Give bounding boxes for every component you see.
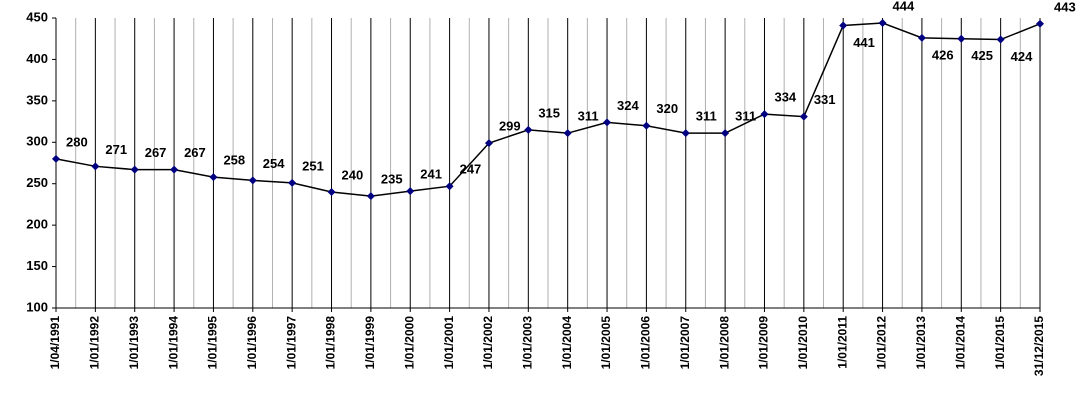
data-point xyxy=(799,112,808,121)
x-tick-label: 1/01/2006 xyxy=(639,316,653,370)
y-tick-label: 450 xyxy=(26,9,48,24)
data-label: 271 xyxy=(105,142,127,157)
data-label: 240 xyxy=(342,167,364,182)
data-point xyxy=(288,178,297,187)
data-label: 443 xyxy=(1054,0,1076,14)
data-point xyxy=(878,18,887,27)
x-tick-label: 1/01/1997 xyxy=(284,316,298,370)
data-point xyxy=(170,165,179,174)
data-label: 254 xyxy=(263,156,285,171)
data-point xyxy=(603,118,612,127)
x-tick-label: 1/01/1996 xyxy=(245,316,259,370)
y-tick-label: 100 xyxy=(26,299,48,314)
data-point xyxy=(839,21,848,30)
x-tick-label: 1/01/2003 xyxy=(520,316,534,370)
data-point xyxy=(91,162,100,171)
data-point xyxy=(130,165,139,174)
x-tick-label: 1/04/1991 xyxy=(48,316,62,370)
data-point xyxy=(721,129,730,138)
data-label: 311 xyxy=(578,109,599,124)
data-label: 320 xyxy=(656,101,678,116)
data-point xyxy=(642,121,651,130)
x-tick-label: 1/01/2009 xyxy=(757,316,771,370)
data-label: 311 xyxy=(696,109,717,124)
x-tick-label: 1/01/2004 xyxy=(560,316,574,370)
data-label: 267 xyxy=(145,145,167,160)
data-point xyxy=(524,125,533,134)
data-label: 444 xyxy=(893,0,915,13)
x-tick-label: 1/01/1994 xyxy=(166,316,180,370)
data-label: 424 xyxy=(1011,49,1033,64)
data-label: 311 xyxy=(735,109,756,124)
data-point xyxy=(681,129,690,138)
x-tick-label: 1/01/1998 xyxy=(324,316,338,370)
data-point xyxy=(917,33,926,42)
y-tick-label: 350 xyxy=(26,92,48,107)
x-tick-label: 1/01/2007 xyxy=(678,316,692,370)
y-tick-label: 400 xyxy=(26,51,48,66)
x-tick-label: 1/01/2001 xyxy=(442,316,456,370)
data-point xyxy=(209,173,218,182)
data-label: 251 xyxy=(302,158,324,173)
data-label: 267 xyxy=(184,145,206,160)
data-label: 334 xyxy=(774,90,796,105)
data-point xyxy=(760,110,769,119)
y-tick-label: 200 xyxy=(26,217,48,232)
x-tick-label: 1/01/1999 xyxy=(363,316,377,370)
data-label: 235 xyxy=(381,172,403,187)
data-point xyxy=(957,34,966,43)
x-tick-label: 1/01/2008 xyxy=(717,316,731,370)
data-label: 258 xyxy=(223,153,245,168)
data-label: 280 xyxy=(66,134,88,149)
x-tick-label: 1/01/2005 xyxy=(599,316,613,370)
x-tick-label: 1/01/2011 xyxy=(835,316,849,369)
data-label: 426 xyxy=(932,47,954,62)
data-label: 324 xyxy=(617,98,639,113)
data-point xyxy=(52,154,60,163)
x-tick-label: 1/01/1993 xyxy=(127,316,141,370)
data-label: 247 xyxy=(460,162,482,177)
x-tick-label: 1/01/2010 xyxy=(796,316,810,370)
data-point xyxy=(248,176,257,185)
data-point xyxy=(445,182,454,191)
x-tick-label: 1/01/2012 xyxy=(875,316,889,370)
data-point xyxy=(366,192,375,201)
data-point xyxy=(563,129,572,138)
data-point xyxy=(327,188,336,196)
x-tick-label: 31/12/2015 xyxy=(1032,316,1046,376)
data-point xyxy=(406,187,415,196)
y-tick-label: 150 xyxy=(26,258,48,273)
data-label: 425 xyxy=(971,48,993,63)
data-label: 299 xyxy=(499,119,521,134)
x-tick-label: 1/01/1992 xyxy=(88,316,102,370)
data-label: 441 xyxy=(853,35,875,50)
data-label: 315 xyxy=(538,105,560,120)
data-label: 331 xyxy=(814,92,836,107)
y-tick-label: 250 xyxy=(26,175,48,190)
x-tick-label: 1/01/2013 xyxy=(914,316,928,370)
data-point xyxy=(1036,19,1044,28)
x-tick-label: 1/01/2002 xyxy=(481,316,495,370)
data-point xyxy=(996,35,1005,44)
data-point xyxy=(484,139,493,148)
x-tick-label: 1/01/2000 xyxy=(402,316,416,370)
y-tick-label: 300 xyxy=(26,134,48,149)
x-tick-label: 1/01/2014 xyxy=(953,316,967,370)
x-tick-label: 1/01/1995 xyxy=(206,316,220,370)
data-label: 241 xyxy=(420,167,442,182)
data-line xyxy=(55,22,1041,197)
x-tick-label: 1/01/2015 xyxy=(993,316,1007,370)
